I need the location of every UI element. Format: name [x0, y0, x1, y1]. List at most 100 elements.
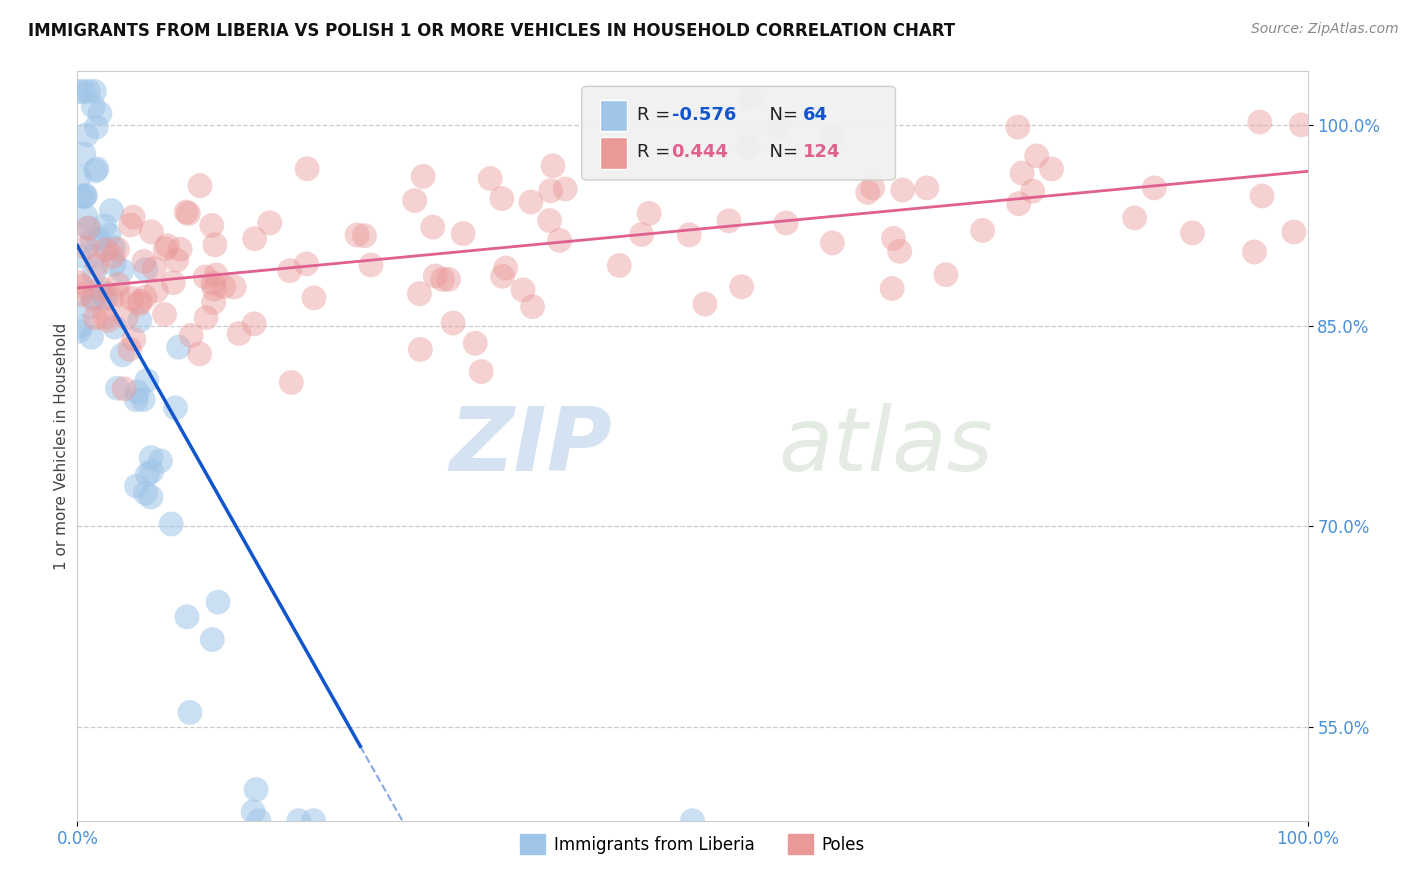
- Point: [202, 282, 225, 296]
- Point: [174, 205, 197, 219]
- Point: [118, 342, 141, 356]
- Point: [737, 140, 759, 154]
- Point: [1011, 166, 1033, 180]
- Point: [103, 320, 125, 334]
- Point: [891, 183, 914, 197]
- Point: [127, 384, 149, 399]
- Point: [139, 450, 162, 465]
- Point: [83, 248, 105, 262]
- Point: [188, 347, 211, 361]
- Point: [132, 392, 155, 407]
- Point: [176, 609, 198, 624]
- Point: [228, 326, 250, 341]
- Point: [464, 336, 486, 351]
- Point: [972, 223, 994, 237]
- Point: [441, 316, 464, 330]
- Point: [82, 232, 104, 246]
- Text: atlas: atlas: [779, 403, 994, 489]
- Point: [1123, 211, 1146, 225]
- Point: [360, 258, 382, 272]
- Point: [101, 250, 124, 264]
- Point: [103, 241, 125, 255]
- Point: [153, 307, 176, 321]
- Point: [540, 184, 562, 198]
- Point: [862, 181, 884, 195]
- Point: [122, 210, 145, 224]
- Point: [84, 310, 107, 325]
- Point: [84, 163, 107, 178]
- Point: [67, 170, 90, 185]
- Point: [111, 348, 134, 362]
- Point: [1025, 149, 1047, 163]
- Point: [103, 257, 125, 271]
- Point: [195, 310, 218, 325]
- Point: [243, 317, 266, 331]
- Point: [346, 227, 368, 242]
- Point: [105, 381, 128, 395]
- Point: [1008, 196, 1031, 211]
- Point: [201, 219, 224, 233]
- Point: [353, 228, 375, 243]
- Point: [135, 262, 157, 277]
- Point: [775, 216, 797, 230]
- Text: N=: N=: [758, 144, 803, 161]
- Point: [166, 253, 188, 268]
- Point: [82, 293, 104, 307]
- Point: [408, 286, 430, 301]
- Text: IMMIGRANTS FROM LIBERIA VS POLISH 1 OR MORE VEHICLES IN HOUSEHOLD CORRELATION CH: IMMIGRANTS FROM LIBERIA VS POLISH 1 OR M…: [28, 22, 955, 40]
- Point: [638, 206, 661, 220]
- Point: [259, 216, 281, 230]
- Text: N=: N=: [758, 106, 803, 124]
- Point: [70, 287, 93, 301]
- Point: [856, 186, 879, 200]
- Point: [607, 259, 630, 273]
- Point: [72, 85, 94, 99]
- Point: [179, 706, 201, 720]
- Point: [129, 294, 152, 309]
- Text: Source: ZipAtlas.com: Source: ZipAtlas.com: [1251, 22, 1399, 37]
- Point: [83, 85, 105, 99]
- Point: [437, 272, 460, 286]
- Point: [201, 632, 224, 647]
- Point: [212, 279, 235, 293]
- Point: [194, 270, 217, 285]
- Point: [630, 227, 652, 242]
- Point: [1021, 184, 1043, 198]
- Point: [70, 279, 93, 293]
- Point: [491, 192, 513, 206]
- Point: [165, 401, 187, 415]
- Point: [288, 814, 311, 828]
- Point: [491, 269, 513, 284]
- Point: [75, 209, 97, 223]
- Point: [134, 290, 156, 304]
- Point: [1282, 225, 1305, 239]
- Point: [205, 268, 228, 282]
- Point: [156, 239, 179, 253]
- Text: ZIP: ZIP: [450, 402, 613, 490]
- Point: [67, 85, 90, 99]
- Point: [738, 91, 761, 105]
- Point: [548, 233, 571, 247]
- Point: [139, 490, 162, 504]
- Point: [693, 297, 716, 311]
- Point: [678, 227, 700, 242]
- Point: [207, 595, 229, 609]
- Point: [93, 310, 115, 325]
- Point: [1251, 189, 1274, 203]
- Y-axis label: 1 or more Vehicles in Household: 1 or more Vehicles in Household: [53, 322, 69, 570]
- Point: [180, 328, 202, 343]
- Point: [470, 365, 492, 379]
- Point: [1007, 120, 1029, 135]
- Point: [730, 279, 752, 293]
- Point: [245, 782, 267, 797]
- Point: [70, 319, 93, 334]
- Text: R =: R =: [637, 106, 676, 124]
- Legend: Immigrants from Liberia, Poles: Immigrants from Liberia, Poles: [513, 828, 872, 861]
- Point: [115, 310, 138, 325]
- Point: [224, 280, 246, 294]
- Point: [141, 225, 163, 239]
- Point: [107, 277, 129, 292]
- Point: [107, 287, 129, 301]
- Point: [821, 128, 844, 143]
- Point: [82, 99, 104, 113]
